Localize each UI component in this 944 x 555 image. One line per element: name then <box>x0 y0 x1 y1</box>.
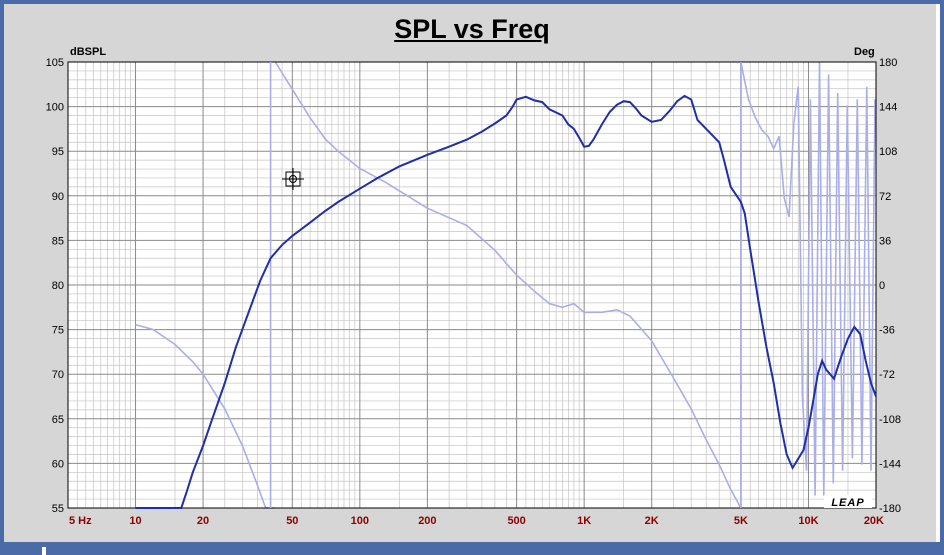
y-axis-right-title: Deg <box>854 46 875 58</box>
spl-curve <box>135 94 877 509</box>
y-axis-left-labels: 105 100 95 90 85 80 75 70 65 60 55 <box>46 57 64 515</box>
y-left-tick-label: 75 <box>52 325 64 337</box>
y-left-tick-label: 60 <box>52 458 64 470</box>
x-tick-label: 50 <box>286 515 298 527</box>
x-tick-label: 200 <box>418 515 436 527</box>
x-tick-label: 20K <box>864 515 884 527</box>
y-right-tick-label: -108 <box>879 414 901 426</box>
bottom-band <box>0 542 944 555</box>
y-right-tick-label: 72 <box>879 191 891 203</box>
y-left-tick-label: 95 <box>52 146 64 158</box>
y-right-tick-label: 36 <box>879 235 891 247</box>
y-left-tick-label: 85 <box>52 235 64 247</box>
y-right-tick-label: 144 <box>879 102 897 114</box>
y-left-tick-label: 105 <box>46 57 64 69</box>
y-right-tick-label: 0 <box>879 280 885 292</box>
y-left-tick-label: 90 <box>52 191 64 203</box>
x-tick-label: 5K <box>734 515 748 527</box>
y-right-tick-label: -72 <box>879 369 895 381</box>
plot-border <box>67 61 877 509</box>
y-left-tick-label: 55 <box>52 503 64 515</box>
x-tick-label: 100 <box>351 515 369 527</box>
phase-curve <box>135 61 876 509</box>
y-right-tick-label: -144 <box>879 458 901 470</box>
x-tick-label: 10K <box>798 515 818 527</box>
band-notch <box>42 547 46 555</box>
x-tick-label: 5 Hz <box>69 515 92 527</box>
x-tick-label: 10 <box>129 515 141 527</box>
y-left-tick-label: 80 <box>52 280 64 292</box>
y-left-tick-label: 70 <box>52 369 64 381</box>
x-tick-label: 1K <box>577 515 591 527</box>
svg-text:LEAP: LEAP <box>831 497 864 509</box>
x-axis-labels: 5 Hz 10 20 50 100 200 500 1K 2K 5K 10K 20K <box>69 515 884 527</box>
y-axis-left-title: dBSPL <box>70 46 106 58</box>
crosshair-cursor-icon[interactable] <box>282 168 304 190</box>
y-right-tick-label: -36 <box>879 325 895 337</box>
x-tick-label: 500 <box>507 515 525 527</box>
y-right-tick-label: -180 <box>879 503 901 515</box>
y-left-tick-label: 65 <box>52 414 64 426</box>
y-right-tick-label: 180 <box>879 57 897 69</box>
y-left-tick-label: 100 <box>46 102 64 114</box>
chart-title: SPL vs Freq <box>394 14 550 44</box>
y-right-tick-label: 108 <box>879 146 897 158</box>
leap-watermark: LEAP <box>824 495 872 509</box>
x-tick-label: 2K <box>645 515 659 527</box>
x-tick-label: 20 <box>197 515 209 527</box>
y-axis-right-labels: 180 144 108 72 36 0 -36 -72 -108 -144 -180 <box>879 57 901 515</box>
